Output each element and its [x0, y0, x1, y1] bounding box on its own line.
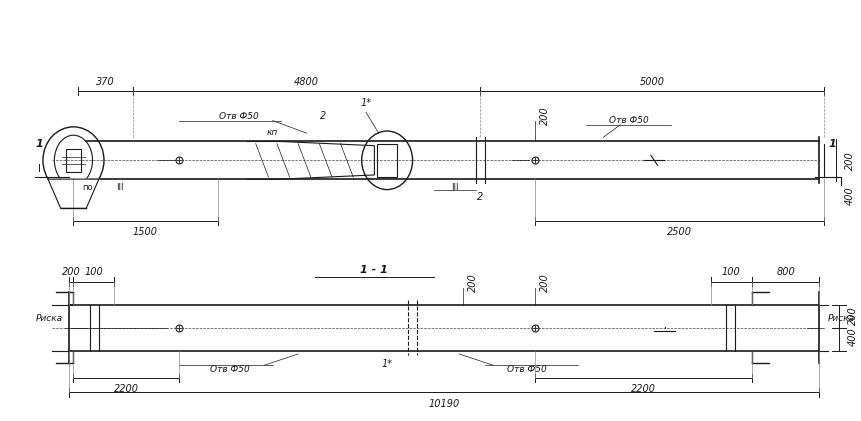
Text: 2: 2	[320, 111, 326, 120]
Text: 4800: 4800	[294, 77, 319, 87]
Text: 2500: 2500	[667, 227, 692, 237]
Text: Отв Ф50: Отв Ф50	[210, 365, 251, 374]
Text: 1 - 1: 1 - 1	[361, 265, 388, 275]
Text: 400: 400	[845, 187, 855, 205]
Text: 800: 800	[777, 267, 795, 277]
Text: 200: 200	[540, 106, 549, 125]
Text: Риска: Риска	[35, 314, 63, 323]
Text: 200: 200	[62, 267, 81, 277]
Text: 200: 200	[845, 151, 855, 170]
Text: Риска: Риска	[828, 314, 855, 323]
Text: 1: 1	[828, 139, 836, 149]
Bar	[65, 149, 81, 172]
Text: 200: 200	[847, 307, 858, 325]
Text: 370: 370	[96, 77, 115, 87]
Text: I: I	[38, 164, 41, 174]
Text: 100: 100	[722, 267, 740, 277]
Text: кп: кп	[267, 128, 278, 137]
Text: 200: 200	[468, 273, 478, 292]
Text: 1: 1	[35, 139, 43, 149]
Text: III: III	[451, 183, 459, 192]
Text: Отв Ф50: Отв Ф50	[507, 365, 547, 374]
Text: 5000: 5000	[640, 77, 665, 87]
Text: Отв Ф50: Отв Ф50	[609, 116, 648, 125]
Text: 100: 100	[84, 267, 103, 277]
Text: 2: 2	[477, 192, 484, 202]
Text: III: III	[116, 183, 123, 192]
Text: 1500: 1500	[133, 227, 158, 237]
Text: 2200: 2200	[114, 384, 139, 394]
Text: 1*: 1*	[381, 359, 393, 369]
Text: по: по	[82, 183, 92, 192]
Text: 10190: 10190	[429, 399, 460, 409]
Text: 1*: 1*	[361, 98, 371, 108]
Polygon shape	[48, 179, 99, 208]
Text: 200: 200	[540, 273, 549, 292]
Text: 400: 400	[847, 328, 858, 346]
Text: 2200: 2200	[631, 384, 656, 394]
Text: Отв Ф50: Отв Ф50	[219, 112, 258, 120]
Bar	[377, 144, 397, 177]
